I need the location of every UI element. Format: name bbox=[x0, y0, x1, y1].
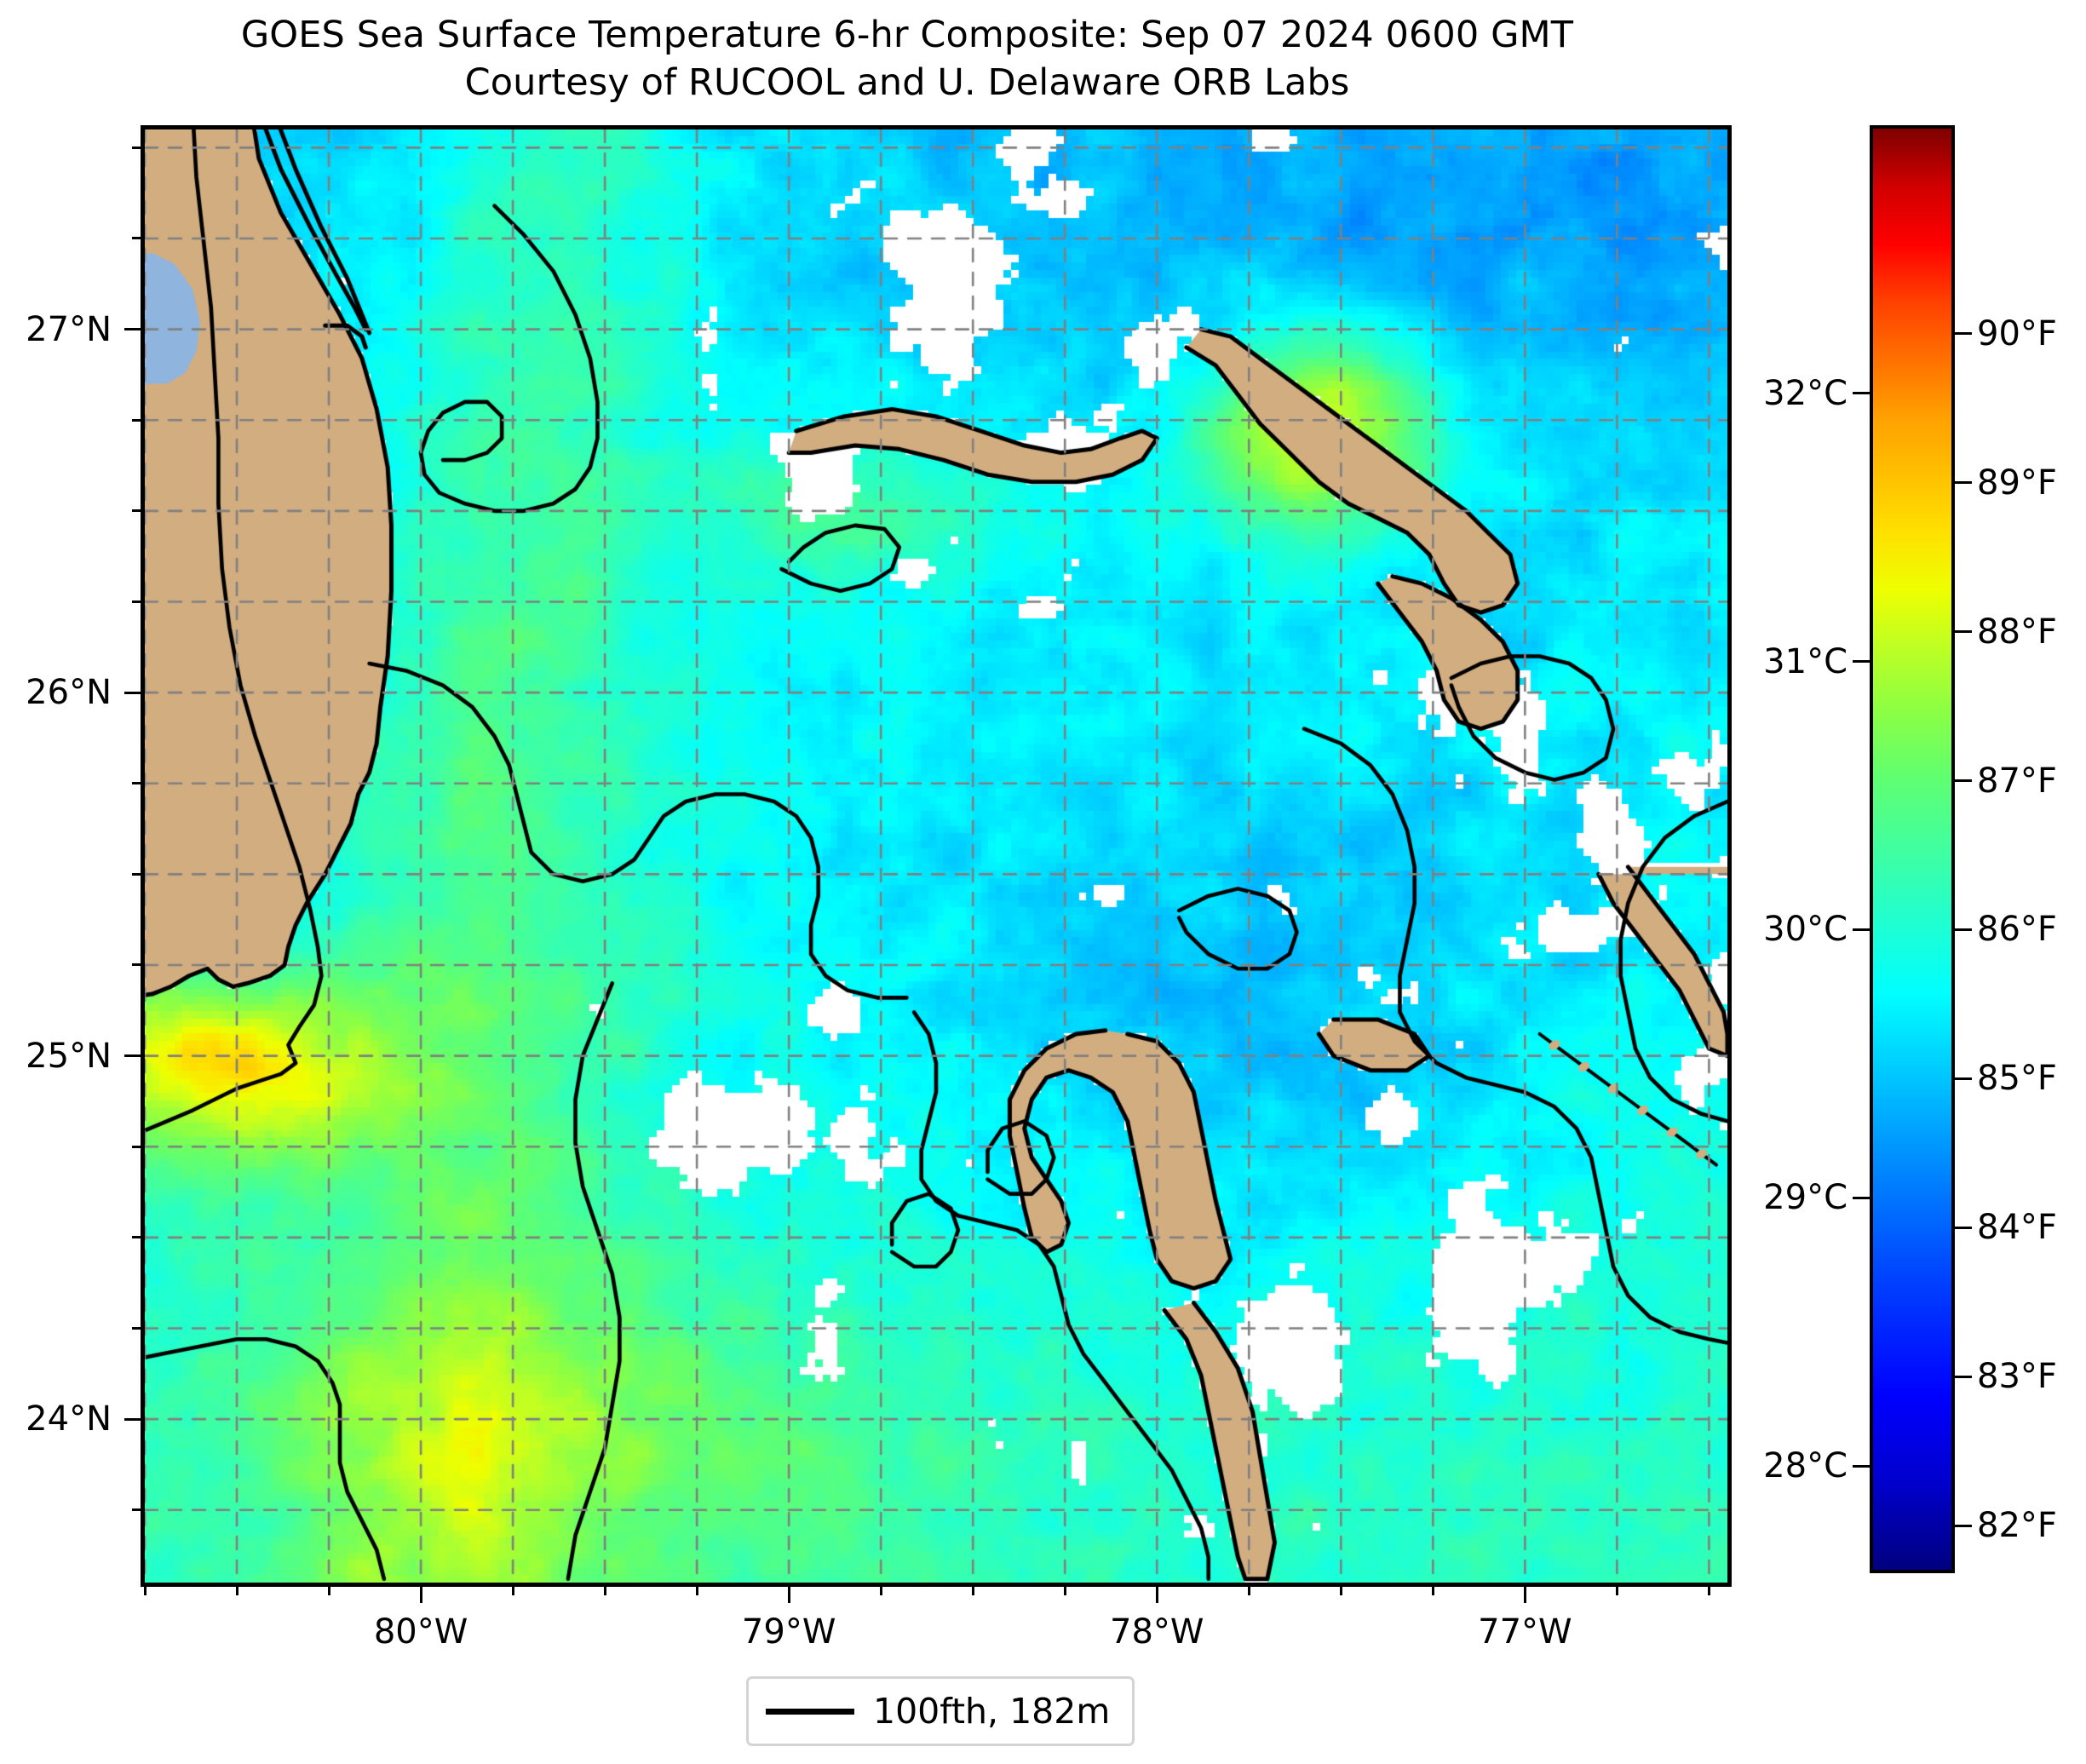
colorbar-tick-fahrenheit bbox=[1955, 779, 1972, 783]
y-tick-major bbox=[124, 1417, 143, 1421]
x-tick-minor bbox=[1339, 1584, 1342, 1595]
colorbar-label-celsius: 32°C bbox=[1763, 373, 1848, 413]
y-tick-minor bbox=[132, 782, 143, 785]
colorbar-tick-fahrenheit bbox=[1955, 481, 1972, 485]
x-tick-minor bbox=[511, 1584, 514, 1595]
x-tick-major bbox=[787, 1584, 790, 1603]
y-axis-label: 26°N bbox=[26, 673, 112, 713]
x-tick-minor bbox=[143, 1584, 147, 1595]
y-tick-major bbox=[124, 328, 143, 331]
y-axis-label: 24°N bbox=[26, 1399, 112, 1439]
legend-label: 100fth, 182m bbox=[873, 1691, 1111, 1732]
depth-contour-legend[interactable]: 100fth, 182m bbox=[746, 1676, 1135, 1746]
x-tick-minor bbox=[603, 1584, 606, 1595]
colorbar-tick-fahrenheit bbox=[1955, 332, 1972, 336]
colorbar-label-fahrenheit: 88°F bbox=[1977, 612, 2057, 652]
colorbar-label-fahrenheit: 86°F bbox=[1977, 910, 2057, 950]
x-tick-minor bbox=[1615, 1584, 1618, 1595]
y-tick-minor bbox=[132, 146, 143, 149]
colorbar-tick-celsius bbox=[1853, 1196, 1870, 1199]
colorbar-label-celsius: 29°C bbox=[1763, 1178, 1848, 1218]
x-tick-major bbox=[419, 1584, 422, 1603]
colorbar-tick-celsius bbox=[1853, 928, 1870, 931]
y-tick-minor bbox=[132, 418, 143, 422]
sst-heatmap-canvas bbox=[145, 129, 1727, 1583]
colorbar-tick-fahrenheit bbox=[1955, 1077, 1972, 1080]
colorbar-tick-celsius bbox=[1853, 1464, 1870, 1468]
colorbar-label-fahrenheit: 85°F bbox=[1977, 1059, 2057, 1099]
colorbar-label-fahrenheit: 87°F bbox=[1977, 761, 2057, 801]
y-tick-minor bbox=[132, 600, 143, 603]
colorbar-label-fahrenheit: 84°F bbox=[1977, 1208, 2057, 1248]
title-line-2: Courtesy of RUCOOL and U. Delaware ORB L… bbox=[464, 60, 1350, 104]
colorbar-tick-celsius bbox=[1853, 392, 1870, 395]
colorbar-label-fahrenheit: 82°F bbox=[1977, 1506, 2057, 1546]
colorbar-gradient bbox=[1870, 125, 1955, 1573]
colorbar-label-celsius: 30°C bbox=[1763, 910, 1848, 950]
colorbar-tick-celsius bbox=[1853, 660, 1870, 664]
colorbar-label-celsius: 31°C bbox=[1763, 641, 1848, 681]
x-tick-minor bbox=[235, 1584, 238, 1595]
y-tick-major bbox=[124, 1054, 143, 1058]
x-tick-major bbox=[1155, 1584, 1158, 1603]
colorbar-tick-fahrenheit bbox=[1955, 928, 1972, 931]
x-axis-label: 79°W bbox=[741, 1612, 836, 1652]
x-tick-minor bbox=[1247, 1584, 1250, 1595]
x-axis-label: 78°W bbox=[1110, 1612, 1204, 1652]
colorbar-label-fahrenheit: 90°F bbox=[1977, 313, 2057, 353]
y-tick-minor bbox=[132, 1236, 143, 1239]
colorbar-label-fahrenheit: 89°F bbox=[1977, 463, 2057, 503]
colorbar-tick-fahrenheit bbox=[1955, 1524, 1972, 1527]
contour-line-swatch bbox=[766, 1708, 854, 1715]
figure-title: GOES Sea Surface Temperature 6-hr Compos… bbox=[0, 12, 1814, 107]
colorbar-tick-fahrenheit bbox=[1955, 1375, 1972, 1378]
x-tick-minor bbox=[879, 1584, 882, 1595]
y-tick-minor bbox=[132, 1145, 143, 1148]
x-tick-minor bbox=[1063, 1584, 1066, 1595]
x-tick-minor bbox=[327, 1584, 330, 1595]
title-line-1: GOES Sea Surface Temperature 6-hr Compos… bbox=[240, 14, 1574, 56]
y-axis-label: 27°N bbox=[26, 309, 112, 349]
x-tick-minor bbox=[1431, 1584, 1434, 1595]
colorbar-tick-fahrenheit bbox=[1955, 1226, 1972, 1229]
y-tick-minor bbox=[132, 1508, 143, 1512]
x-tick-minor bbox=[971, 1584, 974, 1595]
y-tick-minor bbox=[132, 872, 143, 876]
colorbar-label-fahrenheit: 83°F bbox=[1977, 1357, 2057, 1397]
y-tick-major bbox=[124, 691, 143, 694]
x-axis-label: 80°W bbox=[373, 1612, 468, 1652]
y-tick-minor bbox=[132, 237, 143, 240]
x-tick-minor bbox=[695, 1584, 698, 1595]
colorbar[interactable]: 28°C 29°C 30°C 31°C 32°C 82°F 83°F 84°F 85°F 86°F… bbox=[1763, 125, 2057, 1573]
colorbar-label-celsius: 28°C bbox=[1763, 1446, 1848, 1486]
colorbar-tick-fahrenheit bbox=[1955, 630, 1972, 634]
x-tick-minor bbox=[1707, 1584, 1710, 1595]
x-tick-major bbox=[1523, 1584, 1526, 1603]
y-axis-label: 25°N bbox=[26, 1036, 112, 1076]
y-tick-minor bbox=[132, 963, 143, 967]
x-axis-label: 77°W bbox=[1478, 1612, 1572, 1652]
map-plot-area[interactable] bbox=[141, 125, 1732, 1587]
y-tick-minor bbox=[132, 1326, 143, 1330]
y-tick-minor bbox=[132, 509, 143, 513]
